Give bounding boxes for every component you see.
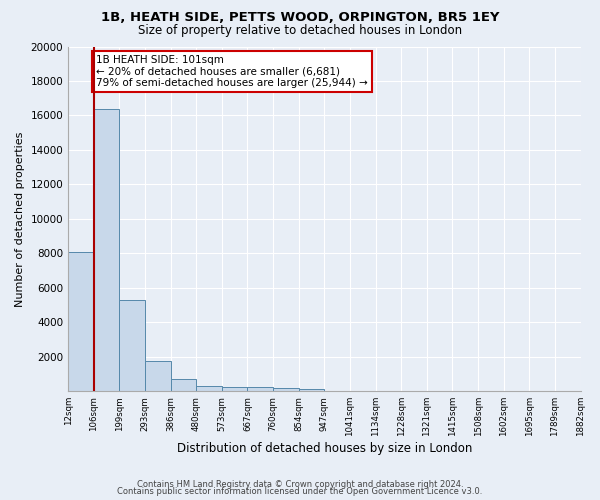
Text: 1B, HEATH SIDE, PETTS WOOD, ORPINGTON, BR5 1EY: 1B, HEATH SIDE, PETTS WOOD, ORPINGTON, B… bbox=[101, 11, 499, 24]
Bar bbox=[222, 387, 247, 391]
Bar bbox=[68, 252, 94, 391]
Bar bbox=[145, 361, 170, 391]
Text: Contains HM Land Registry data © Crown copyright and database right 2024.: Contains HM Land Registry data © Crown c… bbox=[137, 480, 463, 489]
Text: 1B HEATH SIDE: 101sqm
← 20% of detached houses are smaller (6,681)
79% of semi-d: 1B HEATH SIDE: 101sqm ← 20% of detached … bbox=[97, 55, 368, 88]
Y-axis label: Number of detached properties: Number of detached properties bbox=[15, 131, 25, 306]
Bar bbox=[119, 300, 145, 391]
Bar bbox=[299, 388, 325, 391]
X-axis label: Distribution of detached houses by size in London: Distribution of detached houses by size … bbox=[176, 442, 472, 455]
Text: Contains public sector information licensed under the Open Government Licence v3: Contains public sector information licen… bbox=[118, 488, 482, 496]
Text: Size of property relative to detached houses in London: Size of property relative to detached ho… bbox=[138, 24, 462, 37]
Bar bbox=[170, 379, 196, 391]
Bar bbox=[273, 388, 299, 391]
Bar bbox=[94, 108, 119, 391]
Bar bbox=[247, 388, 273, 391]
Bar bbox=[196, 386, 222, 391]
